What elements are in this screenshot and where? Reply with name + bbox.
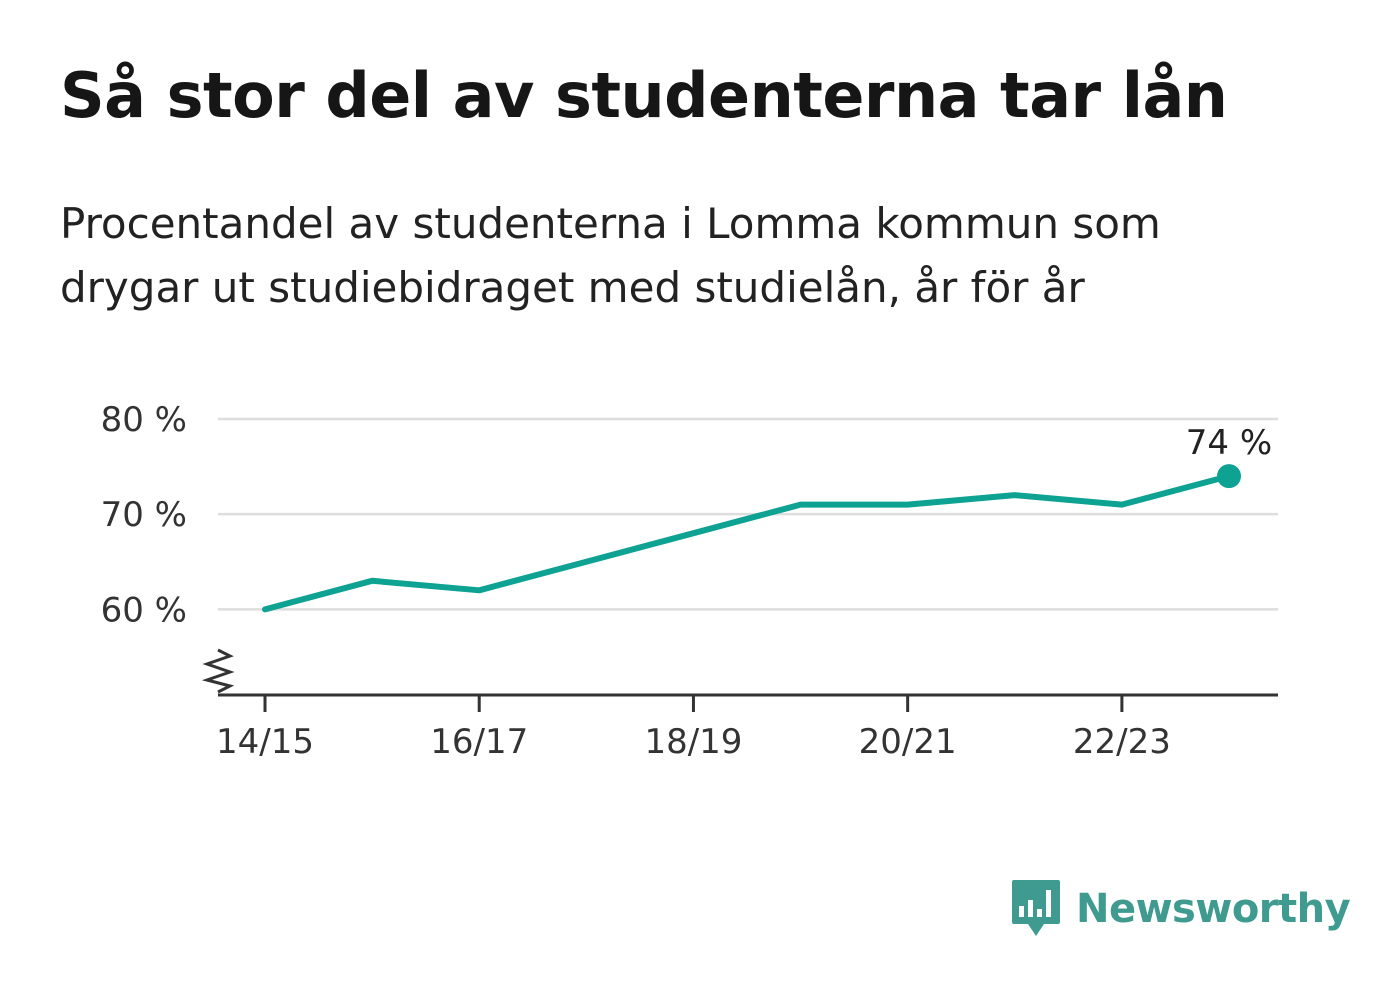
chart-title: Så stor del av studenterna tar lån [60,59,1228,132]
y-tick-label: 60 % [101,590,187,630]
x-tick-label: 20/21 [859,722,957,762]
y-tick-label: 70 % [101,495,187,535]
brand-name: Newsworthy [1076,886,1351,932]
series-layer: 74 % [262,423,1272,613]
y-tick-label: 80 % [101,400,187,440]
x-tick-label: 22/23 [1073,722,1171,762]
x-tick-label: 14/15 [216,722,314,762]
end-point-marker [1217,464,1241,489]
series-line [262,473,1232,613]
y-axis-break [201,648,235,694]
gridlines [218,417,1278,611]
x-tick-label: 16/17 [430,722,528,762]
newsworthy-logo: Newsworthy [1010,878,1351,940]
x-tick-label: 18/19 [644,722,742,762]
chart-subtitle: Procentandel av studenterna i Lomma komm… [60,199,1161,312]
x-axis: 14/15 16/17 18/19 20/21 22/23 [216,693,1278,762]
bar-chart-speech-bubble-icon [1012,880,1060,936]
end-value-label: 74 % [1186,423,1272,463]
y-axis: 60 % 70 % 80 % [101,400,235,694]
